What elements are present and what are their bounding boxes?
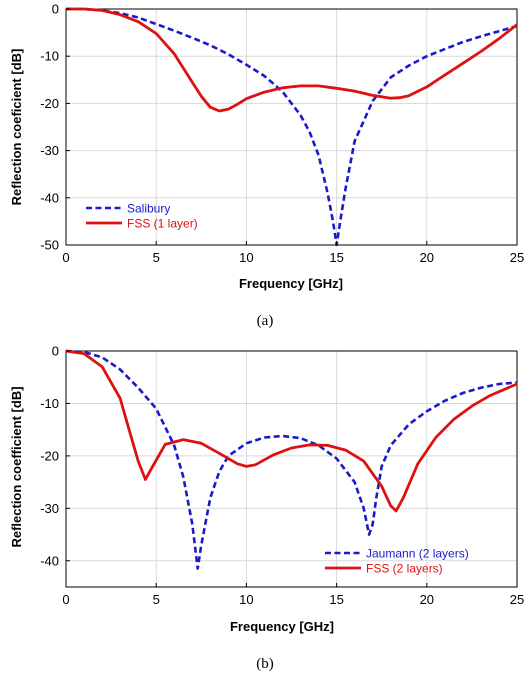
chart-b-y-tick-label: -20 — [40, 448, 59, 463]
chart-a-y-axis-title: Reflection coeficient [dB] — [9, 49, 24, 206]
chart-a-series — [66, 7, 518, 247]
chart-b-legend: Jaumann (2 layers)FSS (2 layers) — [325, 547, 469, 576]
chart-a-x-ticks: 0 5 10 15 20 25 — [62, 241, 524, 265]
chart-a-x-tick-label: 20 — [420, 250, 434, 265]
chart-b-x-tick-label: 15 — [329, 592, 343, 607]
chart-b-caption: (b) — [256, 656, 274, 672]
chart-a-y-ticks: 0 -10 -20 -30 -40 -50 — [40, 2, 70, 253]
chart-b-legend-label-1: Jaumann (2 layers) — [366, 547, 469, 561]
chart-a-y-tick-label: -40 — [40, 190, 59, 205]
chart-b-x-tick-label: 25 — [510, 592, 524, 607]
chart-a-x-tick-label: 10 — [239, 250, 253, 265]
chart-a-y-tick-label: 0 — [52, 2, 59, 17]
chart-b-y-tick-label: 0 — [52, 344, 59, 359]
chart-b-x-tick-label: 0 — [62, 592, 69, 607]
chart-b-plot-area — [65, 350, 518, 588]
chart-a: 0 5 10 15 20 25 0 -10 -20 -30 -40 -50 Frequency [G… — [9, 2, 524, 330]
chart-a-x-tick-label: 0 — [62, 250, 69, 265]
chart-a-y-tick-label: -30 — [40, 143, 59, 158]
chart-a-plot-area — [65, 8, 518, 246]
chart-b-y-tick-label: -30 — [40, 501, 59, 516]
chart-b-legend-label-2: FSS (2 layers) — [366, 562, 443, 576]
chart-b-x-tick-label: 5 — [153, 592, 160, 607]
chart-a-y-tick-label: -10 — [40, 49, 59, 64]
chart-b-x-tick-label: 20 — [420, 592, 434, 607]
chart-b: 0 5 10 15 20 25 0 -10 -20 -30 -40 Frequency [GHz]… — [9, 344, 524, 673]
chart-a-x-axis-title: Frequency [GHz] — [239, 276, 343, 291]
chart-b-y-tick-label: -40 — [40, 553, 59, 568]
chart-b-y-tick-label: -10 — [40, 396, 59, 411]
chart-a-caption: (a) — [257, 313, 274, 329]
chart-a-series-line-1 — [66, 7, 518, 247]
chart-a-legend-label-1: Salibury — [127, 202, 170, 216]
chart-b-y-ticks: 0 -10 -20 -30 -40 — [40, 344, 70, 568]
chart-a-y-tick-label: -50 — [40, 238, 59, 253]
chart-a-x-tick-label: 5 — [153, 250, 160, 265]
chart-b-x-ticks: 0 5 10 15 20 25 — [62, 583, 524, 607]
chart-b-y-axis-title: Reflection coefficient [dB] — [9, 386, 24, 547]
chart-a-legend-label-2: FSS (1 layer) — [127, 217, 198, 231]
chart-b-series-line-1 — [65, 349, 518, 570]
chart-b-series — [65, 349, 518, 570]
chart-b-x-axis-title: Frequency [GHz] — [230, 619, 334, 634]
chart-a-y-tick-label: -20 — [40, 96, 59, 111]
chart-a-series-line-2 — [66, 7, 518, 113]
chart-a-x-tick-label: 25 — [510, 250, 524, 265]
chart-b-series-line-2 — [65, 349, 518, 513]
chart-b-x-tick-label: 10 — [239, 592, 253, 607]
chart-a-x-tick-label: 15 — [329, 250, 343, 265]
